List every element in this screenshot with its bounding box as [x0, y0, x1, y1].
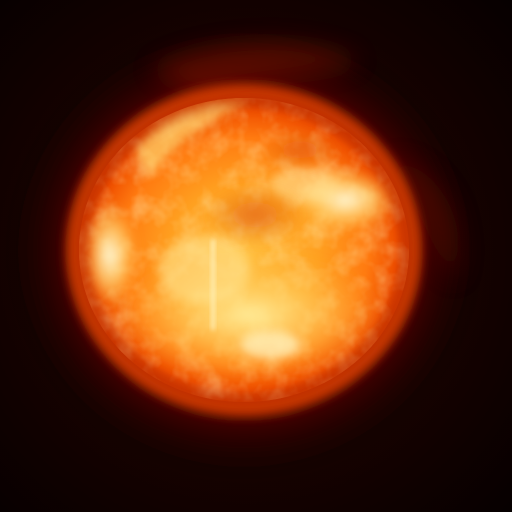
hot-spot-lower [240, 331, 300, 359]
surface-details [79, 98, 409, 402]
bright-streak [211, 240, 215, 330]
bright-upper-arc [135, 99, 250, 175]
bright-left-limb [82, 200, 138, 310]
bright-cluster-center [160, 235, 250, 305]
plasma-wisp-right [395, 160, 459, 280]
disk-halo [71, 89, 417, 411]
plasma-wisp-top [150, 41, 360, 95]
cool-patch-top [260, 130, 340, 170]
cool-patch-center [205, 185, 305, 245]
